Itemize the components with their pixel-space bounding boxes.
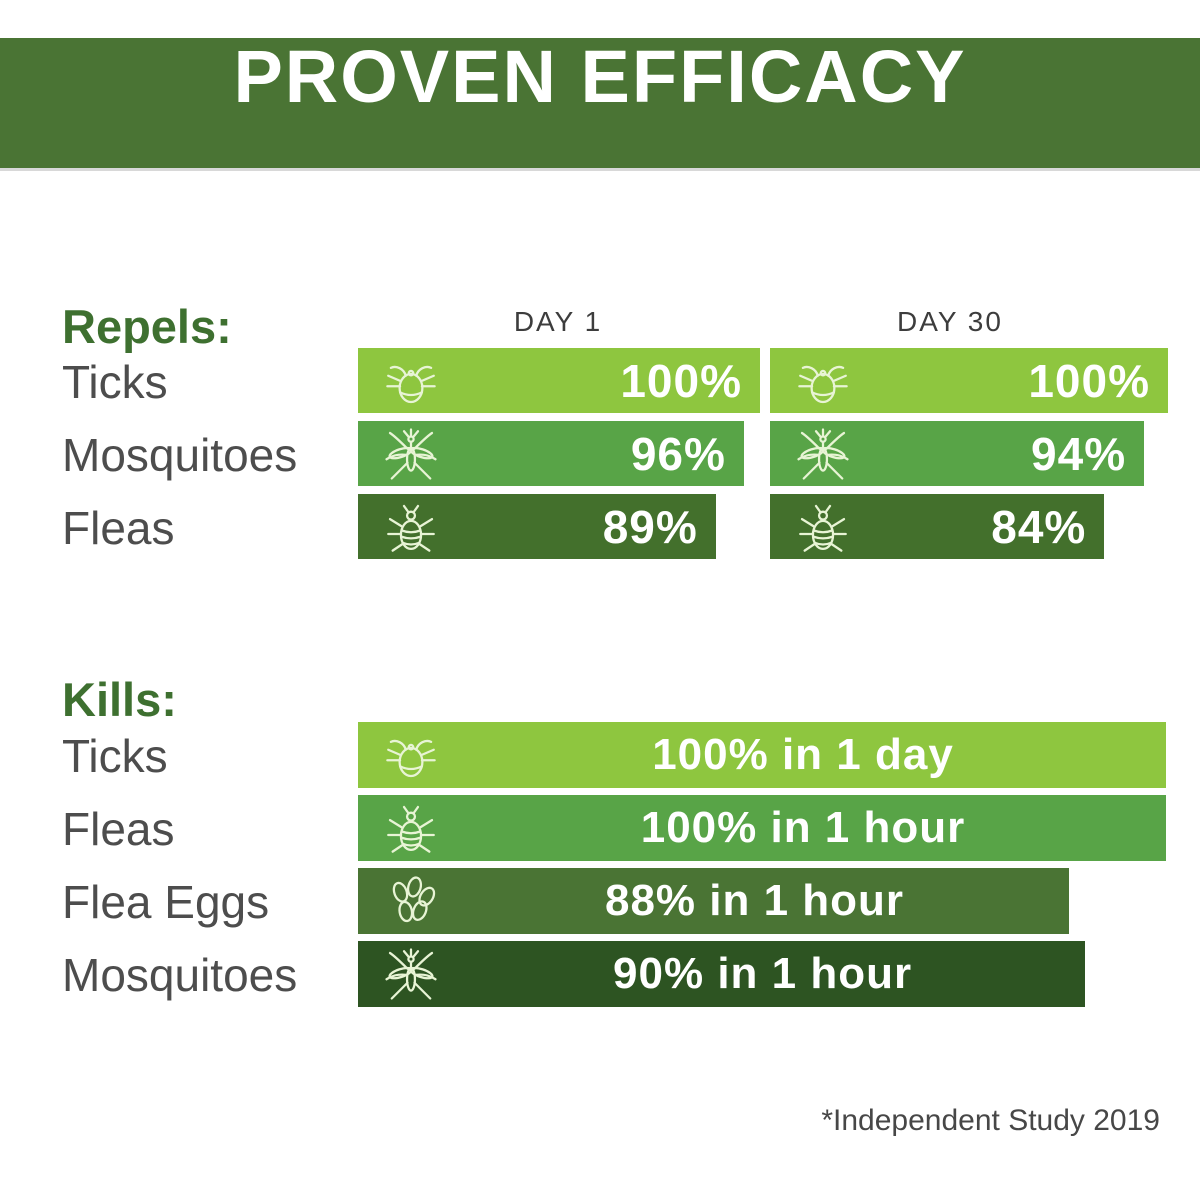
kills-row-label-ticks: Ticks [62,730,168,782]
footnote: *Independent Study 2019 [821,1104,1160,1137]
kills-section-label: Kills: [62,673,177,726]
bar-value-label: 100% in 1 day [652,730,954,779]
repels-section-label: Repels: [62,300,232,353]
bar-value-label: 100% [1028,354,1150,407]
bar-value-label: 100% in 1 hour [640,803,966,852]
bar-value-label: 88% in 1 hour [604,876,905,925]
repels-row-label-ticks: Ticks [62,356,168,408]
mosquito-icon [382,946,440,1002]
repels-row-label-fleas: Fleas [62,502,175,554]
tick-icon [794,353,852,409]
kills-row-label-fleas: Fleas [62,803,175,855]
page-title: PROVEN EFFICACY [233,35,967,118]
mosquito-icon [382,426,440,482]
repels-bar-fleas-day1: 89% [358,494,760,559]
header-banner: PROVEN EFFICACY [0,38,1200,168]
repels-row-label-mosquitoes: Mosquitoes [62,429,298,481]
bar-value-label: 94% [1031,427,1127,480]
tick-icon [382,353,440,409]
bar-value-label: 96% [630,427,726,480]
flea-icon [382,499,440,555]
bar-value-label: 90% in 1 hour [613,949,913,998]
flea-icon [794,499,852,555]
kills-bar-mosquitoes: 90% in 1 hour [358,941,1166,1007]
bar-value-label: 89% [602,500,698,553]
mosquito-icon [794,426,852,482]
repels-bar-fleas-day30: 84% [770,494,1168,559]
kills-row-label-flea-eggs: Flea Eggs [62,876,270,928]
column-header-day30: DAY 30 [897,306,1003,337]
bar-value-label: 84% [991,500,1087,553]
repels-bar-mosquitoes-day30: 94% [770,421,1168,486]
bar-value-label: 100% [620,354,742,407]
kills-bar-fleas: 100% in 1 hour [358,795,1166,861]
flea-icon [382,800,440,856]
column-header-day1: DAY 1 [513,306,603,337]
kills-bar-flea-eggs: 88% in 1 hour [358,868,1166,934]
repels-bar-ticks-day30: 100% [770,348,1168,413]
kills-row-label-mosquitoes: Mosquitoes [62,949,298,1001]
tick-icon [382,727,440,783]
kills-bar-ticks: 100% in 1 day [358,722,1166,788]
repels-bar-mosquitoes-day1: 96% [358,421,760,486]
eggs-icon [382,873,440,929]
repels-bar-ticks-day1: 100% [358,348,760,413]
